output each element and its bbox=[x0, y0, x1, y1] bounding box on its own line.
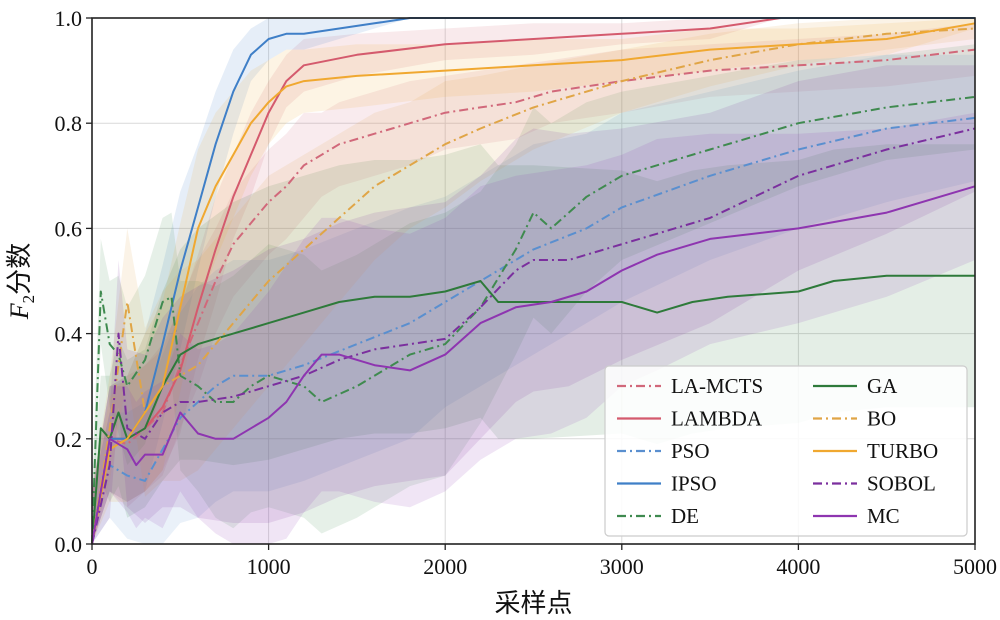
series-line bbox=[91, 17, 975, 545]
y-tick-label: 1.0 bbox=[55, 6, 83, 31]
series-line bbox=[91, 48, 976, 545]
y-axis-title-subscript: 2 bbox=[19, 295, 38, 304]
legend-label: SOBOL bbox=[867, 472, 936, 496]
series-line bbox=[91, 116, 976, 545]
y-axis-title-main: F bbox=[5, 302, 34, 320]
legend-label: GA bbox=[867, 374, 898, 398]
x-tick-label: 4000 bbox=[776, 554, 820, 579]
series-band bbox=[92, 112, 975, 544]
legend-label: PSO bbox=[671, 439, 710, 463]
y-tick-label: 0.6 bbox=[55, 216, 83, 241]
legend-label: TURBO bbox=[867, 439, 938, 463]
x-tick-label: 3000 bbox=[600, 554, 644, 579]
plot-frame bbox=[91, 17, 976, 545]
x-axis-title: 采样点 bbox=[494, 589, 572, 618]
legend-label: MC bbox=[867, 504, 900, 528]
legend: LA-MCTS LAMBDA PSO IPSO DE GA BO TURBO SOBOL MC bbox=[604, 365, 968, 537]
x-axis-ticks: 0 1000 2000 3000 4000 5000 bbox=[87, 544, 997, 579]
legend-label: BO bbox=[867, 407, 896, 431]
y-axis-ticks: 0.0 0.2 0.4 0.6 0.8 1.0 bbox=[55, 6, 92, 557]
y-tick-label: 0.4 bbox=[55, 322, 83, 347]
legend-label: DE bbox=[671, 504, 699, 528]
x-tick-label: 0 bbox=[87, 554, 98, 579]
y-axis-title: F2分数 bbox=[5, 243, 38, 320]
x-tick-label: 5000 bbox=[953, 554, 997, 579]
legend-box bbox=[604, 365, 968, 537]
y-axis-title-suffix: 分数 bbox=[5, 243, 34, 295]
legend-label: LAMBDA bbox=[671, 407, 763, 431]
series-band bbox=[92, 23, 975, 545]
series-line bbox=[91, 22, 976, 545]
x-tick-label: 1000 bbox=[247, 554, 291, 579]
series-band bbox=[92, 44, 975, 545]
series-band bbox=[92, 54, 975, 545]
series-line bbox=[91, 127, 976, 545]
legend-label: LA-MCTS bbox=[671, 374, 763, 398]
legend-label: IPSO bbox=[671, 472, 717, 496]
series-band bbox=[92, 144, 975, 544]
x-tick-label: 2000 bbox=[423, 554, 467, 579]
y-tick-label: 0.2 bbox=[55, 427, 83, 452]
series-line bbox=[91, 185, 976, 545]
y-tick-label: 0.8 bbox=[55, 111, 83, 136]
y-tick-label: 0.0 bbox=[55, 532, 83, 557]
series-line bbox=[91, 274, 975, 545]
